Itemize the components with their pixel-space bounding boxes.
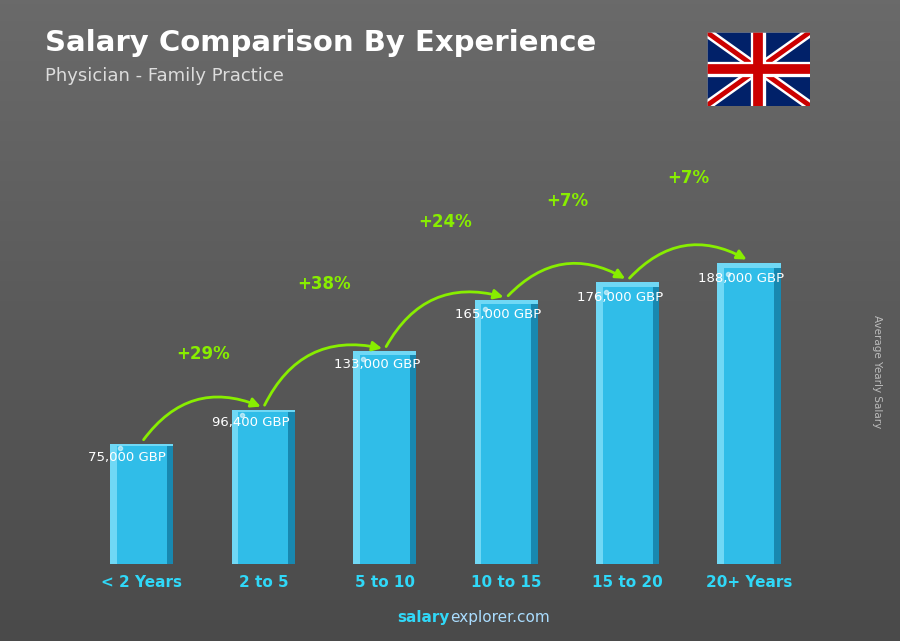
Bar <box>652 282 659 564</box>
Bar <box>410 351 417 564</box>
Bar <box>353 351 360 564</box>
Text: +24%: +24% <box>418 213 472 231</box>
Bar <box>111 444 117 564</box>
Bar <box>717 263 780 564</box>
Bar <box>596 282 659 564</box>
Text: 165,000 GBP: 165,000 GBP <box>455 308 542 321</box>
Text: Average Yearly Salary: Average Yearly Salary <box>872 315 883 428</box>
Bar <box>232 410 295 412</box>
Text: +7%: +7% <box>546 192 588 210</box>
Bar <box>596 282 659 287</box>
Bar <box>474 299 482 564</box>
Bar <box>774 263 780 564</box>
Text: +29%: +29% <box>176 345 230 363</box>
Text: 75,000 GBP: 75,000 GBP <box>88 451 166 464</box>
Bar <box>531 299 538 564</box>
Bar <box>474 299 538 304</box>
Text: 188,000 GBP: 188,000 GBP <box>698 272 784 285</box>
Bar <box>596 282 603 564</box>
Bar <box>232 410 295 564</box>
Text: 176,000 GBP: 176,000 GBP <box>577 291 663 304</box>
Text: salary: salary <box>398 610 450 625</box>
Text: Physician - Family Practice: Physician - Family Practice <box>45 67 284 85</box>
Bar <box>353 351 417 564</box>
Bar <box>717 263 725 564</box>
Text: +38%: +38% <box>297 275 351 293</box>
Bar <box>111 444 174 564</box>
Bar <box>353 351 417 354</box>
Text: explorer.com: explorer.com <box>450 610 550 625</box>
Bar <box>474 299 538 564</box>
Bar <box>232 410 239 564</box>
Bar <box>717 263 780 268</box>
Text: 96,400 GBP: 96,400 GBP <box>212 416 290 429</box>
Bar <box>111 444 174 446</box>
Bar <box>166 444 174 564</box>
Text: 133,000 GBP: 133,000 GBP <box>334 358 420 371</box>
Text: +7%: +7% <box>667 169 709 187</box>
Bar <box>288 410 295 564</box>
Text: Salary Comparison By Experience: Salary Comparison By Experience <box>45 29 596 57</box>
